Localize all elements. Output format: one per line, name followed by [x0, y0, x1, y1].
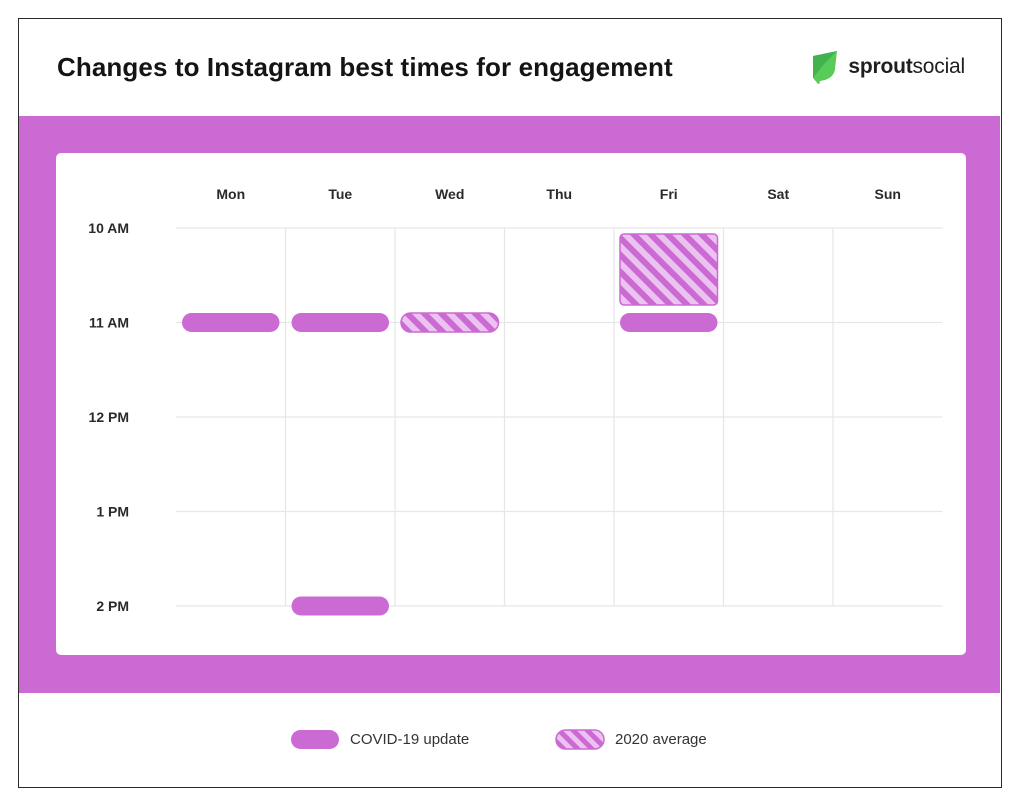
- logo-wordmark: sproutsocial: [848, 55, 965, 79]
- average-slot-bar: [400, 312, 500, 333]
- day-header-label: Tue: [328, 186, 352, 202]
- day-header-label: Sat: [767, 186, 789, 202]
- sproutsocial-logo: sproutsocial: [810, 49, 965, 85]
- covid-slot-bar: [620, 313, 718, 332]
- chart-title: Changes to Instagram best times for enga…: [57, 52, 673, 82]
- day-header-label: Thu: [546, 186, 572, 202]
- time-row-label: 11 AM: [89, 315, 129, 331]
- day-header-label: Mon: [216, 186, 245, 202]
- chart-band: Mon Tue Wed Thu Fri Sat Sun 10 AM 11 AM 12 PM 1 PM…: [19, 116, 1000, 693]
- legend-swatch-2020-average: [555, 729, 605, 750]
- legend: COVID-19 update 2020 average: [19, 717, 1000, 767]
- chart-card: Changes to Instagram best times for enga…: [18, 18, 1002, 788]
- covid-slot-bar: [291, 313, 389, 332]
- day-header-label: Sun: [875, 186, 901, 202]
- plot-area: Mon Tue Wed Thu Fri Sat Sun 10 AM 11 AM 12 PM 1 PM…: [56, 153, 966, 655]
- logo-text-light: social: [912, 55, 966, 78]
- covid-slot-bar: [291, 596, 389, 616]
- legend-swatches: [291, 729, 605, 750]
- day-header-label: Wed: [435, 186, 464, 202]
- time-row-label: 10 AM: [88, 220, 129, 236]
- time-row-label: 1 PM: [96, 504, 129, 520]
- legend-label-covid: COVID-19 update: [350, 731, 470, 748]
- sprout-leaf-icon: [813, 51, 838, 84]
- covid-slot-bar: [182, 313, 280, 332]
- average-slot-bar: [619, 233, 719, 306]
- logo-text-bold: sprout: [848, 55, 913, 78]
- day-header-label: Fri: [660, 186, 678, 202]
- schedule-grid: Mon Tue Wed Thu Fri Sat Sun 10 AM 11 AM 12 PM 1 PM…: [88, 186, 943, 616]
- time-row-label: 2 PM: [96, 598, 129, 614]
- legend-swatch-covid: [291, 730, 339, 749]
- time-row-label: 12 PM: [89, 409, 129, 425]
- legend-label-2020-average: 2020 average: [615, 731, 707, 748]
